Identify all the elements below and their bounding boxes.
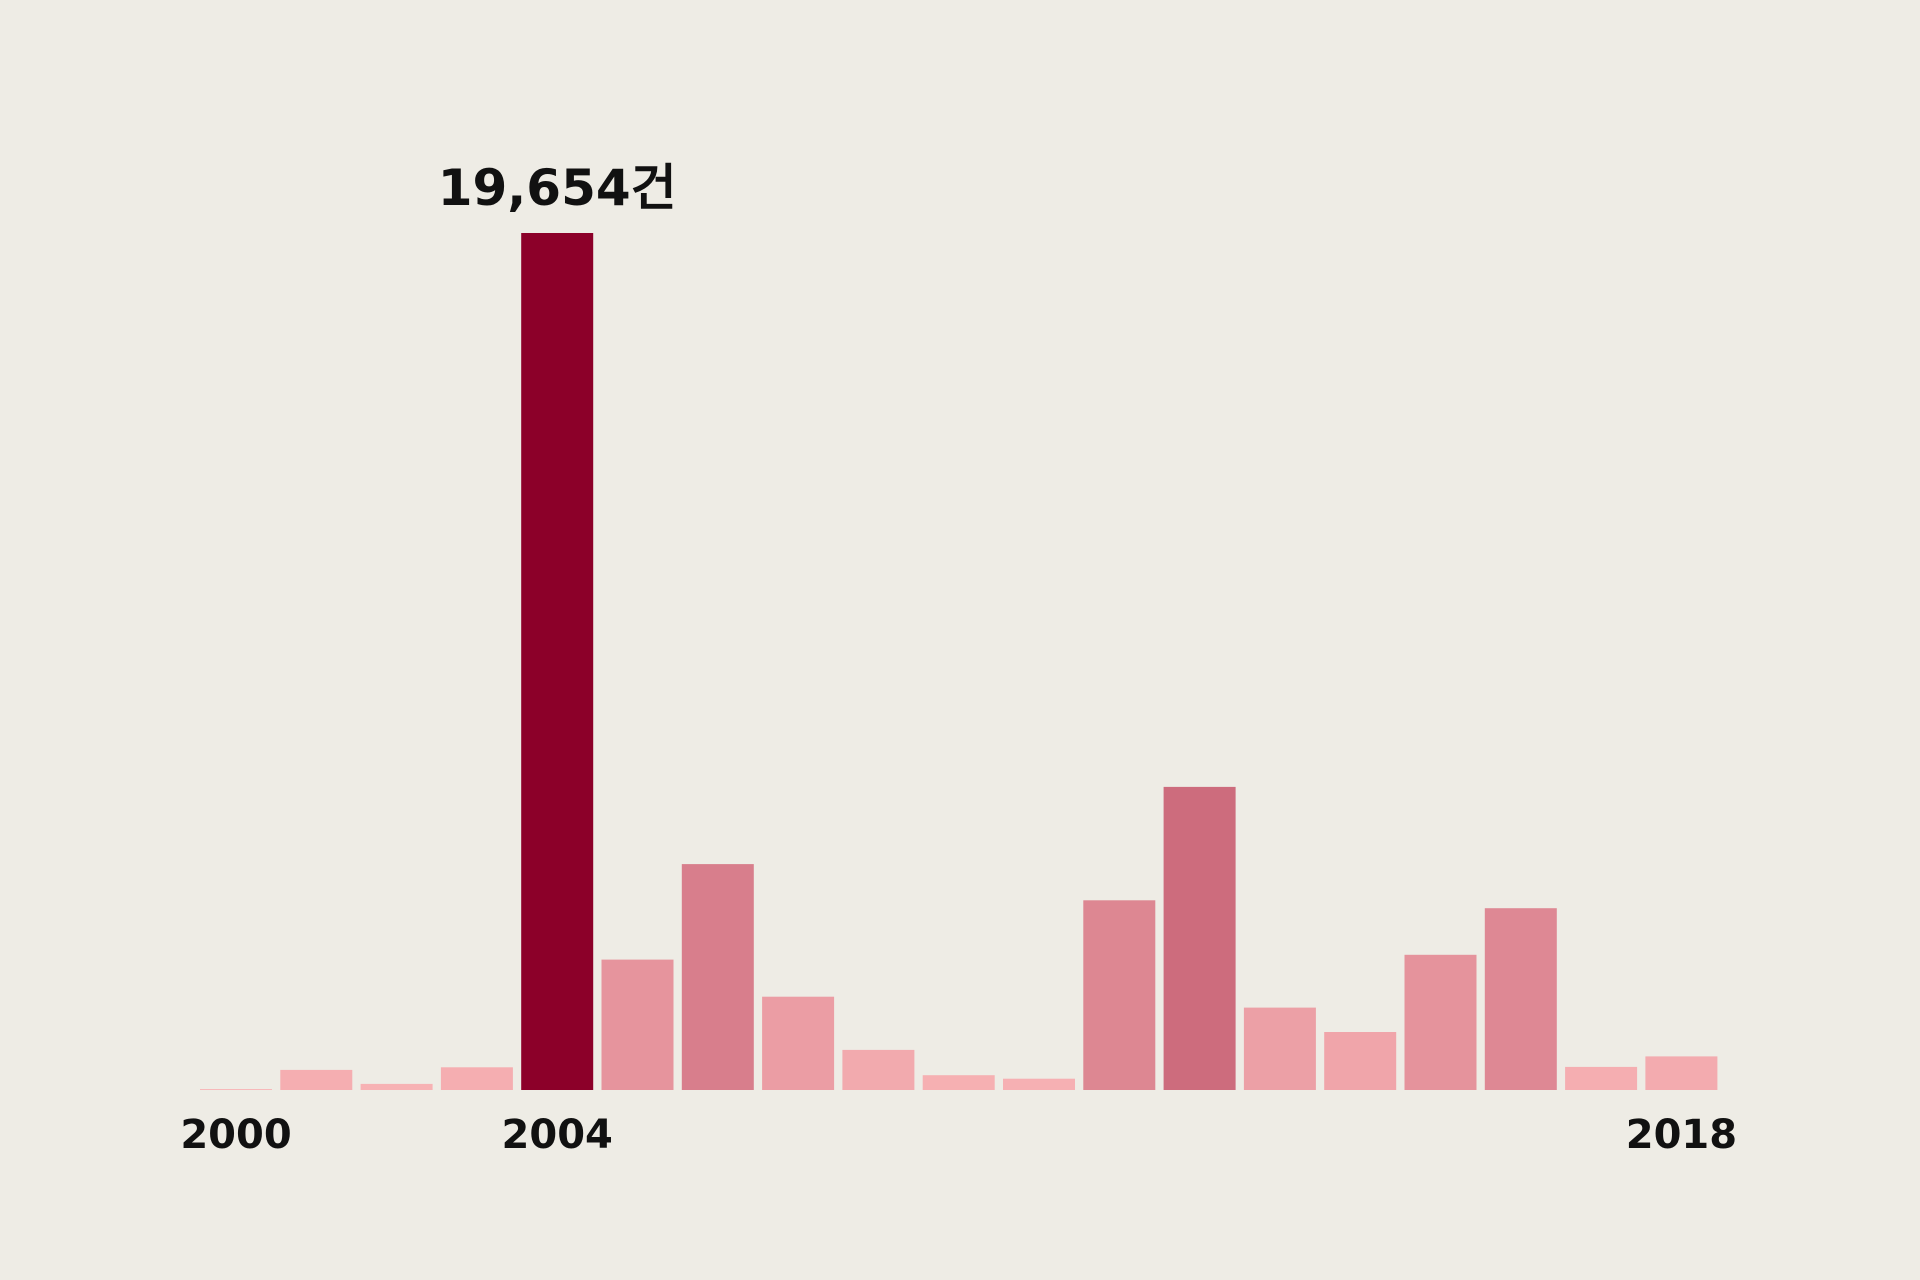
bar-2018: [1645, 1056, 1718, 1090]
x-tick-label-2004: 2004: [502, 1112, 613, 1158]
bar-2012: [1163, 786, 1236, 1090]
bar-2005: [601, 959, 674, 1090]
bar-2003: [440, 1067, 513, 1090]
bar-2015: [1404, 954, 1477, 1090]
bar-2017: [1565, 1066, 1638, 1090]
bar-2014: [1324, 1032, 1397, 1090]
bar-2011: [1083, 900, 1156, 1090]
bar-2000: [200, 1089, 272, 1090]
bar-2004: [521, 233, 594, 1090]
bar-2006: [681, 864, 754, 1090]
bar-2001: [280, 1069, 353, 1090]
x-tick-label-2000: 2000: [180, 1112, 291, 1158]
bar-2007: [762, 996, 835, 1090]
bars-group: [200, 233, 1718, 1090]
bar-2002: [360, 1083, 433, 1090]
x-tick-label-2018: 2018: [1626, 1112, 1737, 1158]
bar-2016: [1484, 908, 1557, 1090]
bar-2008: [842, 1049, 915, 1090]
highlight-value-label: 19,654건: [438, 159, 677, 217]
bar-2013: [1243, 1007, 1316, 1090]
labels-group: 2000 2004 19,654건 2018: [180, 159, 1737, 1158]
bar-2010: [1003, 1078, 1075, 1090]
bar-2009: [922, 1075, 995, 1090]
